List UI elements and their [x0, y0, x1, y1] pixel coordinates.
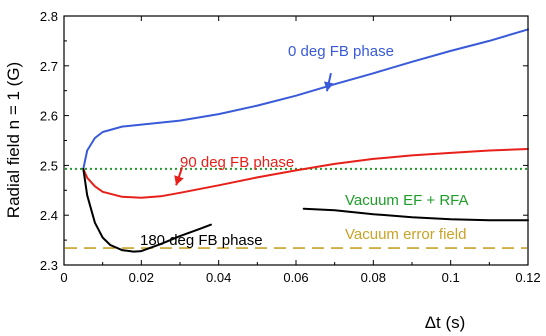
series-line	[82, 167, 212, 253]
series-line	[82, 148, 529, 199]
reference-lines	[65, 167, 527, 249]
annotation-90-deg: 90 deg FB phase	[180, 154, 294, 171]
plot-frame	[63, 15, 529, 266]
annotation-vacuum-error-field: Vacuum error field	[345, 226, 466, 243]
annotation-arrows	[174, 72, 334, 186]
x-tick-label: 0.06	[283, 270, 308, 285]
y-ticks: 2.3 2.4 2.5 2.6 2.7 2.8	[40, 9, 528, 273]
y-tick-label: 2.5	[40, 158, 58, 173]
x-tick-label: 0.12	[515, 270, 540, 285]
series-line	[82, 28, 529, 170]
annotation-180-deg: 180 deg FB phase	[140, 232, 263, 249]
arrow-head	[174, 175, 184, 186]
annotation-0-deg: 0 deg FB phase	[288, 43, 394, 60]
x-tick-label: 0.08	[361, 270, 386, 285]
x-axis-title: Δt (s)	[425, 313, 466, 332]
annotation-vacuum-ef-rfa: Vacuum EF + RFA	[345, 192, 469, 209]
x-tick-label: 0	[60, 270, 67, 285]
y-tick-label: 2.6	[40, 109, 58, 124]
y-tick-label: 2.8	[40, 9, 58, 24]
y-tick-label: 2.4	[40, 208, 58, 223]
y-tick-label: 2.3	[40, 258, 58, 273]
x-ticks: 0 0.02 0.04 0.06 0.08 0.1 0.12	[60, 16, 541, 285]
x-tick-label: 0.04	[206, 270, 231, 285]
series-line	[302, 207, 529, 222]
x-tick-label: 0.02	[129, 270, 154, 285]
data-series	[82, 28, 529, 253]
y-axis-title: Radial field n = 1 (G)	[4, 62, 23, 218]
y-tick-label: 2.7	[40, 59, 58, 74]
arrow-head	[324, 81, 334, 92]
x-tick-label: 0.1	[442, 270, 460, 285]
